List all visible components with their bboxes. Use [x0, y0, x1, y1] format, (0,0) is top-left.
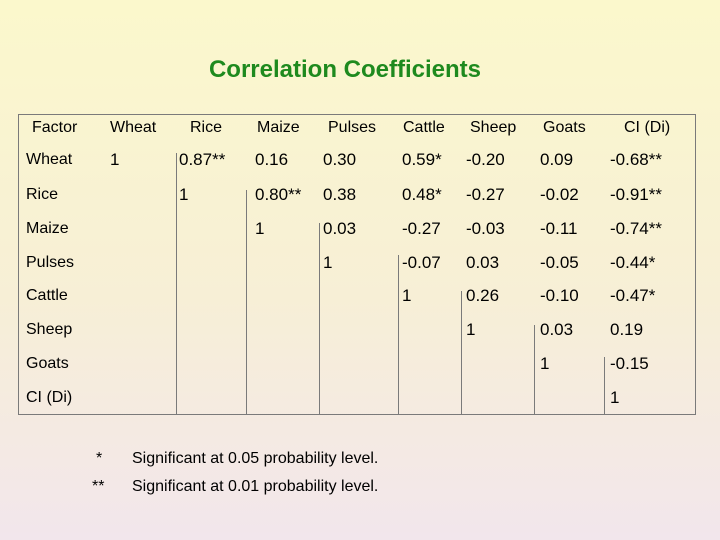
table-divider-line — [604, 357, 605, 414]
footnote-text: Significant at 0.05 probability level. — [132, 450, 379, 467]
row-label: CI (Di) — [26, 389, 73, 406]
table-cell: 1 — [179, 185, 189, 204]
table-divider-line — [534, 325, 535, 414]
table-cell: 0.80** — [255, 185, 302, 204]
table-cell: 1 — [540, 354, 550, 373]
table-cell: 1 — [110, 150, 120, 169]
footnote-symbol: ** — [92, 478, 105, 495]
table-cell: 1 — [255, 219, 265, 238]
table-cell: 0.09 — [540, 150, 574, 169]
table-cell: -0.20 — [466, 150, 505, 169]
table-cell: -0.91** — [610, 185, 662, 204]
table-divider-line — [319, 223, 320, 414]
table-cell: 0.48* — [402, 185, 442, 204]
table-divider-line — [398, 255, 399, 414]
table-divider-line — [176, 153, 177, 414]
table-cell: -0.02 — [540, 185, 579, 204]
row-label: Maize — [26, 220, 69, 237]
row-label: Pulses — [26, 254, 75, 271]
page-title: Correlation Coefficients — [208, 56, 482, 83]
table-cell: -0.44* — [610, 253, 656, 272]
column-header: Maize — [257, 119, 300, 136]
column-header: Cattle — [403, 119, 445, 136]
table-cell: -0.27 — [466, 185, 505, 204]
table-cell: -0.74** — [610, 219, 662, 238]
table-cell: 0.03 — [466, 253, 500, 272]
footnote-text: Significant at 0.01 probability level. — [132, 478, 379, 495]
table-cell: -0.68** — [610, 150, 662, 169]
table-cell: -0.11 — [540, 219, 578, 238]
table-cell: 0.03 — [323, 219, 357, 238]
table-cell: -0.27 — [402, 219, 441, 238]
column-header: Factor — [32, 119, 78, 136]
column-header: Pulses — [328, 119, 377, 136]
row-label: Wheat — [26, 151, 73, 168]
table-divider-line — [246, 190, 247, 414]
table-cell: 1 — [323, 253, 333, 272]
table-cell: 0.87** — [179, 150, 226, 169]
row-label: Rice — [26, 186, 59, 203]
table-cell: 0.30 — [323, 150, 357, 169]
table-cell: 0.38 — [323, 185, 357, 204]
table-cell: 1 — [610, 388, 620, 407]
table-cell: -0.10 — [540, 286, 579, 305]
footnote-symbol: * — [96, 450, 103, 467]
table-cell: -0.07 — [402, 253, 441, 272]
column-header: Sheep — [470, 119, 517, 136]
table-cell: 1 — [402, 286, 412, 305]
column-header: Rice — [190, 119, 223, 136]
column-header: Goats — [543, 119, 586, 136]
table-cell: 0.16 — [255, 150, 289, 169]
table-cell: -0.47* — [610, 286, 656, 305]
row-label: Goats — [26, 355, 69, 372]
column-header: Wheat — [110, 119, 157, 136]
table-cell: 0.26 — [466, 286, 500, 305]
table-cell: -0.15 — [610, 354, 649, 373]
table-divider-line — [461, 291, 462, 414]
table-cell: 0.03 — [540, 320, 574, 339]
table-cell: 0.19 — [610, 320, 644, 339]
correlation-table — [18, 114, 696, 415]
table-cell: -0.03 — [466, 219, 505, 238]
column-header: CI (Di) — [624, 119, 671, 136]
table-cell: -0.05 — [540, 253, 579, 272]
row-label: Sheep — [26, 321, 73, 338]
row-label: Cattle — [26, 287, 68, 304]
table-cell: 0.59* — [402, 150, 442, 169]
table-cell: 1 — [466, 320, 476, 339]
